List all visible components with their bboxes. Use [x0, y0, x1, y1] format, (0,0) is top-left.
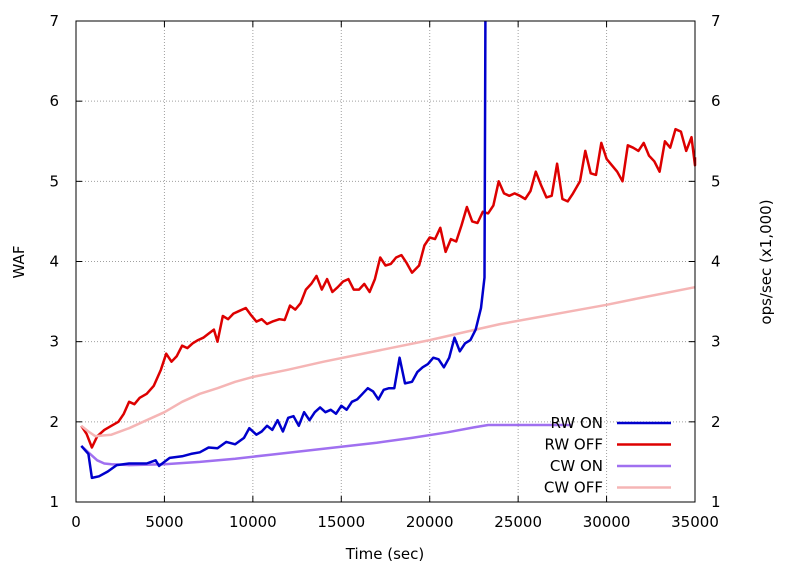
- legend-label-rw-off: RW OFF: [545, 436, 603, 454]
- x-tick-label: 30000: [583, 513, 631, 531]
- x-tick-label: 5000: [145, 513, 183, 531]
- plot-lines: [80, 20, 697, 480]
- tick-labels: 0 5000 10000 15000 20000 25000 30000 35000 1 2 3 4 5…: [49, 12, 720, 531]
- x-tick-label: 0: [71, 513, 81, 531]
- legend-label-cw-on: CW ON: [550, 457, 603, 475]
- y2-tick-label: 3: [711, 333, 721, 351]
- y-tick-label: 1: [49, 493, 59, 511]
- y-tick-label: 6: [49, 92, 59, 110]
- series-line-cw-off: [80, 285, 696, 438]
- x-axis-title: Time (sec): [345, 545, 424, 563]
- y-tick-label: 2: [49, 413, 59, 431]
- y2-tick-label: 4: [711, 253, 721, 271]
- y-tick-label: 4: [49, 253, 59, 271]
- legend-label-rw-on: RW ON: [551, 414, 603, 432]
- y2-tick-label: 7: [711, 12, 721, 30]
- y-tick-label: 3: [49, 333, 59, 351]
- y2-tick-label: 2: [711, 413, 721, 431]
- series-line-rw-off: [80, 127, 697, 449]
- legend: RW ON RW OFF CW ON CW OFF: [544, 414, 671, 497]
- series-line-cw-on: [80, 423, 572, 467]
- y2-tick-label: 5: [711, 172, 721, 190]
- x-tick-label: 15000: [317, 513, 365, 531]
- x-tick-label: 25000: [494, 513, 542, 531]
- axis-ticks: [75, 20, 696, 503]
- series-line-rw-on: [80, 20, 487, 480]
- y2-tick-label: 6: [711, 92, 721, 110]
- legend-label-cw-off: CW OFF: [544, 479, 603, 497]
- y-tick-label: 5: [49, 172, 59, 190]
- y-axis-title: WAF: [10, 246, 28, 279]
- x-tick-label: 20000: [406, 513, 454, 531]
- y2-axis-title: ops/sec (x1,000): [757, 199, 775, 324]
- x-tick-label: 10000: [229, 513, 277, 531]
- x-tick-label: 35000: [671, 513, 719, 531]
- y-tick-label: 7: [49, 12, 59, 30]
- y2-tick-label: 1: [711, 493, 721, 511]
- grid: [76, 21, 695, 502]
